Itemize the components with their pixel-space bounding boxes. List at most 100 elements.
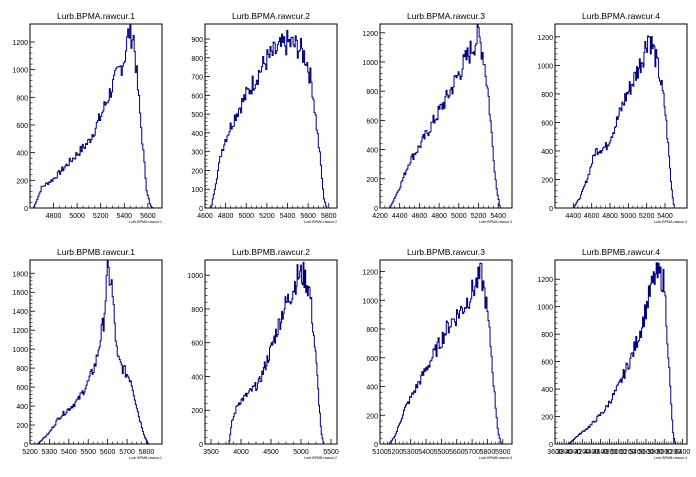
x-tick-label: 5500 [80, 449, 96, 456]
x-tick-label: 6200 [666, 449, 682, 456]
plot-frame [379, 23, 513, 209]
y-tick-label: 600 [16, 123, 28, 130]
x-tick-label: 5000 [611, 449, 627, 456]
y-tick-label: 800 [16, 95, 28, 102]
x-tick-label: 4800 [602, 213, 618, 220]
histogram-panel: Lurb.BPMB.rawcur.1 0 200 400 600 800 1000 1200 1… [12, 247, 163, 460]
x-tick-label: 5000 [293, 449, 309, 456]
x-tick-label: 4000 [233, 449, 249, 456]
plot-frame [204, 23, 338, 209]
x-tick-label: 5400 [61, 449, 77, 456]
x-tick-label: 4600 [197, 213, 213, 220]
x-tick-label: 5000 [621, 213, 637, 220]
histogram-panel: Lurb.BPMB.rawcur.3 0 200 400 600 800 1000 1200 5… [362, 247, 513, 460]
x-tick-label: 5600 [140, 213, 156, 220]
y-tick-label: 0 [24, 206, 28, 213]
x-tick-label: 5200 [639, 213, 655, 220]
y-tick-label: 1200 [362, 270, 378, 277]
x-tick-label: 5400 [418, 449, 434, 456]
x-tick-label: 6400 [675, 449, 691, 456]
histogram-line [572, 35, 675, 208]
histogram-title: Lurb.BPMA.rawcur.4 [582, 11, 660, 21]
x-axis-label: Lurb.BPMA.rawcur.2 [304, 220, 337, 224]
histogram-panel: Lurb.BPMB.rawcur.2 0 200 400 600 800 1000 3500 4… [187, 247, 338, 460]
x-tick-label: 4600 [412, 213, 428, 220]
x-tick-label: 5800 [647, 449, 663, 456]
x-axis-label: Lurb.BPMB.rawcur.3 [479, 456, 512, 460]
y-tick-label: 800 [16, 366, 28, 373]
x-axis-label: Lurb.BPMA.rawcur.4 [654, 220, 687, 224]
histogram-title: Lurb.BPMB.rawcur.4 [582, 247, 660, 257]
y-tick-label: 400 [366, 385, 378, 392]
histogram-title: Lurb.BPMA.rawcur.3 [407, 11, 485, 21]
y-tick-label: 400 [541, 149, 553, 156]
y-tick-label: 1000 [12, 68, 28, 75]
x-tick-label: 5900 [495, 449, 511, 456]
y-tick-label: 1000 [537, 63, 553, 70]
x-tick-label: 5200 [471, 213, 487, 220]
x-axis-label: Lurb.BPMB.rawcur.2 [304, 456, 337, 460]
y-tick-label: 0 [199, 442, 203, 449]
histogram-title: Lurb.BPMB.rawcur.3 [407, 247, 485, 257]
x-tick-label: 5400 [657, 213, 673, 220]
histogram-panel: Lurb.BPMA.rawcur.2 0 100 200 300 400 500 600 700… [191, 11, 338, 224]
x-tick-label: 5200 [93, 213, 109, 220]
y-tick-label: 200 [541, 415, 553, 422]
y-tick-label: 1000 [187, 273, 203, 280]
x-tick-label: 5600 [100, 449, 116, 456]
y-tick-label: 600 [366, 118, 378, 125]
x-tick-label: 5400 [629, 449, 645, 456]
plot-frame [379, 259, 513, 445]
y-tick-label: 1000 [362, 298, 378, 305]
y-tick-label: 100 [191, 187, 203, 194]
y-tick-label: 200 [541, 177, 553, 184]
y-tick-label: 1200 [12, 328, 28, 335]
y-tick-label: 200 [191, 168, 203, 175]
y-tick-label: 700 [191, 75, 203, 82]
x-tick-label: 5000 [451, 213, 467, 220]
y-tick-label: 200 [16, 178, 28, 185]
y-tick-label: 1000 [12, 347, 28, 354]
y-tick-label: 200 [366, 413, 378, 420]
y-tick-label: 0 [549, 442, 553, 449]
y-tick-label: 0 [24, 442, 28, 449]
x-tick-label: 5200 [388, 449, 404, 456]
y-tick-label: 400 [191, 374, 203, 381]
y-tick-label: 800 [541, 332, 553, 339]
y-tick-label: 800 [191, 56, 203, 63]
x-tick-label: 5400 [116, 213, 132, 220]
histogram-line [568, 262, 677, 445]
y-tick-label: 0 [199, 206, 203, 213]
y-tick-label: 800 [191, 307, 203, 314]
x-tick-label: 4500 [263, 449, 279, 456]
histogram-line [210, 29, 328, 208]
histogram-line [37, 259, 149, 445]
x-tick-label: 6000 [656, 449, 672, 456]
x-tick-label: 5200 [620, 449, 636, 456]
x-tick-label: 4000 [565, 449, 581, 456]
x-tick-label: 3500 [203, 449, 219, 456]
plot-frame [554, 259, 688, 445]
x-tick-label: 5800 [321, 213, 337, 220]
x-tick-label: 5800 [139, 449, 155, 456]
y-tick-label: 400 [366, 148, 378, 155]
x-tick-label: 5700 [119, 449, 135, 456]
plot-frame [554, 23, 688, 209]
x-tick-label: 5000 [238, 213, 254, 220]
x-tick-label: 4800 [46, 213, 62, 220]
x-tick-label: 4400 [584, 449, 600, 456]
x-axis-label: Lurb.BPMB.rawcur.1 [129, 456, 162, 460]
histogram-line [228, 261, 325, 444]
y-tick-label: 1600 [12, 290, 28, 297]
y-tick-label: 0 [374, 442, 378, 449]
y-tick-label: 600 [191, 93, 203, 100]
x-tick-label: 5600 [638, 449, 654, 456]
x-tick-label: 5400 [280, 213, 296, 220]
y-tick-label: 200 [191, 408, 203, 415]
x-tick-label: 4800 [602, 449, 618, 456]
y-tick-label: 800 [366, 327, 378, 334]
x-axis-label: Lurb.BPMA.rawcur.3 [479, 220, 512, 224]
x-tick-label: 5200 [259, 213, 275, 220]
y-tick-label: 200 [366, 177, 378, 184]
